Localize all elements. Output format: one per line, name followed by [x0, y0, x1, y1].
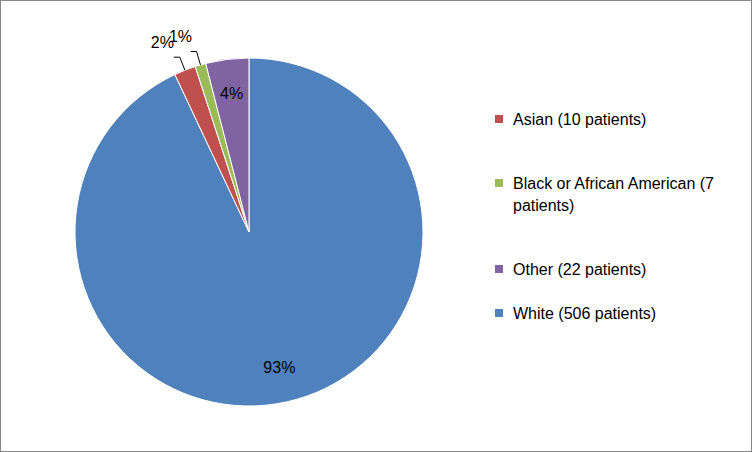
svg-text:1%: 1% — [169, 28, 192, 45]
html-text:Asian (10 patients): Asian (10 patients) — [513, 111, 647, 128]
html-text:Other (22 patients): Other (22 patients) — [513, 261, 647, 278]
svg-text:4%: 4% — [220, 85, 243, 102]
svg-text:93%: 93% — [263, 359, 295, 376]
html-text:Black or African American (7 p: Black or African American (7 patients) — [513, 175, 714, 214]
html-text:White (506 patients): White (506 patients) — [513, 305, 657, 322]
svg-text:2%: 2% — [150, 33, 174, 51]
